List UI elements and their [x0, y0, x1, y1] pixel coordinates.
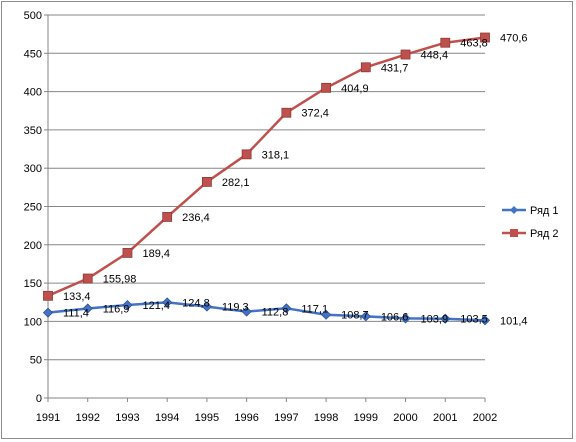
legend-label: Ряд 2: [530, 228, 559, 240]
data-label: 133,4: [63, 291, 91, 303]
x-tick-label: 1991: [36, 412, 60, 424]
data-label: 117,1: [301, 303, 328, 315]
data-label: 404,9: [341, 83, 369, 95]
series-1-point: [321, 309, 332, 320]
series-layer: [42, 32, 491, 326]
data-label: 121,4: [142, 300, 170, 312]
series-1-point: [241, 306, 252, 317]
series-2-point: [241, 149, 252, 160]
data-label: 106,6: [381, 311, 409, 323]
series-1-point: [42, 307, 54, 318]
y-tick-labels: 0 50 100 150 200 250 300 350 400 450 500: [24, 10, 42, 405]
x-tick-label: 1999: [354, 412, 378, 424]
series-2-point: [480, 32, 490, 43]
x-tick-label: 1993: [115, 412, 139, 424]
series-1-point: [82, 303, 93, 314]
data-label: 318,1: [262, 149, 290, 161]
y-tick-label: 450: [24, 48, 42, 60]
data-label: 119,3: [222, 302, 249, 314]
series-2-point: [360, 62, 371, 73]
x-tick-label: 2001: [433, 412, 457, 424]
data-label: 282,1: [222, 177, 250, 189]
series-1-point: [281, 303, 292, 314]
series-1-point: [479, 315, 491, 326]
series-1-point: [201, 301, 212, 312]
series-1-point: [440, 313, 451, 324]
legend-label: Ряд 1: [530, 205, 559, 217]
y-tick-label: 500: [24, 10, 42, 22]
series-1-point: [400, 313, 411, 324]
y-tick-label: 150: [24, 278, 42, 290]
data-label: 236,4: [182, 212, 210, 224]
x-tick-label: 1997: [274, 412, 298, 424]
y-tick-label: 200: [24, 240, 42, 252]
data-label: 103,9: [421, 313, 449, 325]
gridlines: [48, 14, 485, 361]
series-2-point: [400, 49, 411, 60]
series-1-point: [360, 311, 371, 322]
series-line-1: [47, 301, 486, 322]
y-tick-label: 100: [24, 316, 42, 328]
series-2-point: [122, 248, 133, 258]
data-label: 112,8: [262, 307, 289, 319]
data-label: 111,4: [63, 308, 89, 320]
data-label: 372,4: [301, 108, 329, 120]
x-tick-labels: 1991 1992 1993 1994 1995 1996 1997 1998 1999 2000…: [36, 412, 497, 424]
y-tick-label: 400: [24, 87, 42, 99]
series-2-point: [321, 82, 331, 93]
data-label: 470,6: [500, 33, 528, 45]
legend-swatch-marker: [510, 206, 518, 214]
series-2-point: [440, 37, 451, 48]
x-tick-label: 2002: [473, 412, 497, 424]
data-label: 124,8: [182, 297, 210, 309]
series-2-point: [82, 273, 93, 284]
legend-swatch-marker: [510, 229, 518, 237]
data-label: 189,4: [142, 248, 170, 260]
data-label: 103,5: [460, 314, 488, 326]
y-tick-label: 0: [36, 393, 42, 405]
data-label: 108,7: [341, 310, 369, 322]
data-label: 116,9: [103, 303, 130, 315]
axes: [44, 14, 486, 402]
series-1-point: [162, 297, 173, 308]
series-2-point: [43, 290, 53, 301]
series-2-point: [162, 212, 173, 222]
data-label: 463,8: [460, 38, 488, 50]
data-labels: 111,4 116,9 121,4 124,8 119,3 112,8 117,1 108,7…: [63, 33, 528, 328]
x-tick-label: 1995: [195, 412, 219, 424]
x-tick-label: 1998: [314, 412, 338, 424]
series-2-point: [202, 177, 212, 187]
y-tick-label: 350: [24, 125, 42, 137]
x-tick-label: 1994: [155, 412, 179, 424]
x-tick-label: 2000: [393, 412, 417, 424]
y-tick-label: 300: [24, 163, 42, 175]
series-line-2: [47, 36, 486, 297]
series-2-point: [281, 107, 292, 118]
data-label: 431,7: [381, 62, 409, 74]
legend: Ряд 1 Ряд 2: [502, 205, 559, 240]
data-label: 155,98: [103, 274, 137, 286]
data-label: 448,4: [421, 50, 449, 62]
x-tick-label: 1992: [75, 412, 99, 424]
series-1-point: [122, 299, 133, 311]
x-tick-label: 1996: [234, 412, 258, 424]
y-tick-label: 50: [30, 355, 42, 367]
data-label: 101,4: [500, 315, 528, 327]
y-tick-label: 250: [24, 202, 42, 214]
